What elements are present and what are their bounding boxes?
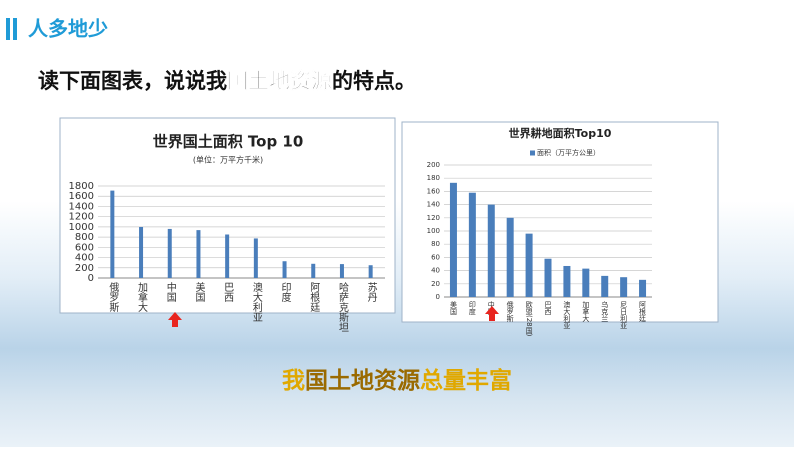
- x-tick-label: 乌克兰: [601, 300, 609, 322]
- bar: [253, 238, 258, 278]
- chart: 世界国土面积 Top 10 (单位：万平方千米) 02004006008001000…: [69, 133, 385, 332]
- bar: [110, 190, 115, 278]
- x-tick-label: 澳大利亚: [250, 281, 262, 322]
- y-tick-label: 600: [75, 242, 94, 253]
- x-tick-label: 俄罗斯: [506, 300, 514, 323]
- bar: [368, 265, 373, 278]
- question-part: 读下面图表，说说我: [38, 69, 227, 93]
- conclusion: 我国土地资源总量丰富: [282, 367, 512, 394]
- bar: [196, 230, 201, 278]
- x-tick-label: 阿根廷: [639, 300, 647, 323]
- x-tick-label: 加拿大: [136, 282, 148, 313]
- header-bar: [6, 18, 10, 40]
- x-tick-label: 俄罗斯: [107, 282, 119, 313]
- x-tick-label: 苏丹: [365, 281, 377, 303]
- question: 读下面图表，说说我国土地资源的特点。: [38, 69, 416, 93]
- bar: [468, 192, 476, 297]
- y-tick-label: 1600: [69, 191, 94, 202]
- y-tick-label: 0: [436, 293, 440, 301]
- bar: [487, 204, 495, 297]
- conclusion-part: 总量丰富: [420, 367, 512, 394]
- x-tick-label: 巴西: [544, 301, 552, 316]
- x-tick-label: 哈萨克斯坦: [336, 281, 348, 332]
- bar: [544, 258, 552, 297]
- y-tick-label: 40: [431, 267, 440, 275]
- conclusion-highlight: 国土地资源: [305, 368, 420, 394]
- bar: [282, 261, 287, 278]
- y-tick-label: 20: [431, 280, 440, 288]
- bar: [639, 279, 647, 297]
- x-tick-label: 中国: [164, 281, 176, 303]
- bar: [601, 275, 609, 297]
- y-tick-label: 200: [75, 263, 94, 274]
- question-highlight: 国土地资源: [227, 69, 332, 93]
- chart: 世界耕地面积Top10 0 20 40 60 80 100 120 140 160 180 200 面积…: [427, 126, 652, 337]
- conclusion-part: 我: [282, 368, 305, 394]
- bar: [620, 277, 628, 297]
- x-tick-label: 印度: [279, 282, 291, 303]
- y-tick-label: 400: [75, 253, 94, 264]
- x-tick-label: 美国: [193, 281, 205, 303]
- bar: [563, 265, 571, 297]
- y-tick-label: 1000: [69, 222, 94, 233]
- bar: [167, 228, 172, 278]
- y-tick-label: 1400: [69, 201, 94, 212]
- x-tick-label: 尼日利亚: [620, 301, 628, 329]
- bar: [339, 264, 344, 278]
- legend-label: 面积（万平方公里）: [537, 148, 600, 157]
- chart-subtitle: (单位：万平方千米): [193, 155, 263, 165]
- y-tick-label: 0: [88, 273, 94, 284]
- chart-title: 世界耕地面积Top10: [509, 126, 612, 140]
- bar: [225, 234, 230, 278]
- y-tick-label: 180: [427, 174, 440, 182]
- y-tick-label: 200: [427, 161, 440, 169]
- bar: [582, 268, 590, 297]
- bar: [449, 182, 457, 297]
- bar: [506, 217, 514, 297]
- y-tick-label: 100: [427, 227, 440, 235]
- bar: [139, 226, 144, 278]
- y-tick-label: 120: [427, 214, 440, 222]
- x-tick-label: 加拿大: [582, 300, 590, 323]
- y-tick-label: 60: [431, 253, 440, 261]
- y-tick-label: 80: [431, 240, 440, 248]
- pointer-arrow: [168, 312, 182, 327]
- y-tick-label: 1800: [69, 181, 94, 192]
- header-bar: [13, 18, 17, 40]
- x-tick-label: 印度: [468, 301, 476, 316]
- x-tick-label: 欧盟(28国): [525, 300, 533, 336]
- y-tick-label: 160: [427, 187, 440, 195]
- y-tick-label: 140: [427, 201, 440, 209]
- section-title: 人多地少: [28, 17, 108, 41]
- x-tick-label: 澳大利亚: [563, 300, 571, 329]
- x-tick-label: 阿根廷: [308, 282, 320, 313]
- y-tick-label: 800: [75, 232, 94, 243]
- chart-frame: [59, 117, 396, 314]
- question-part: 的特点。: [332, 69, 416, 93]
- x-tick-label: 巴西: [222, 282, 234, 302]
- bar: [311, 263, 316, 278]
- bar: [525, 233, 533, 297]
- legend-swatch: [530, 150, 535, 156]
- chart-title: 世界国土面积 Top 10: [153, 133, 304, 151]
- pointer-arrow: [485, 306, 499, 321]
- x-tick-label: 美国: [449, 300, 457, 316]
- y-tick-label: 1200: [69, 212, 94, 223]
